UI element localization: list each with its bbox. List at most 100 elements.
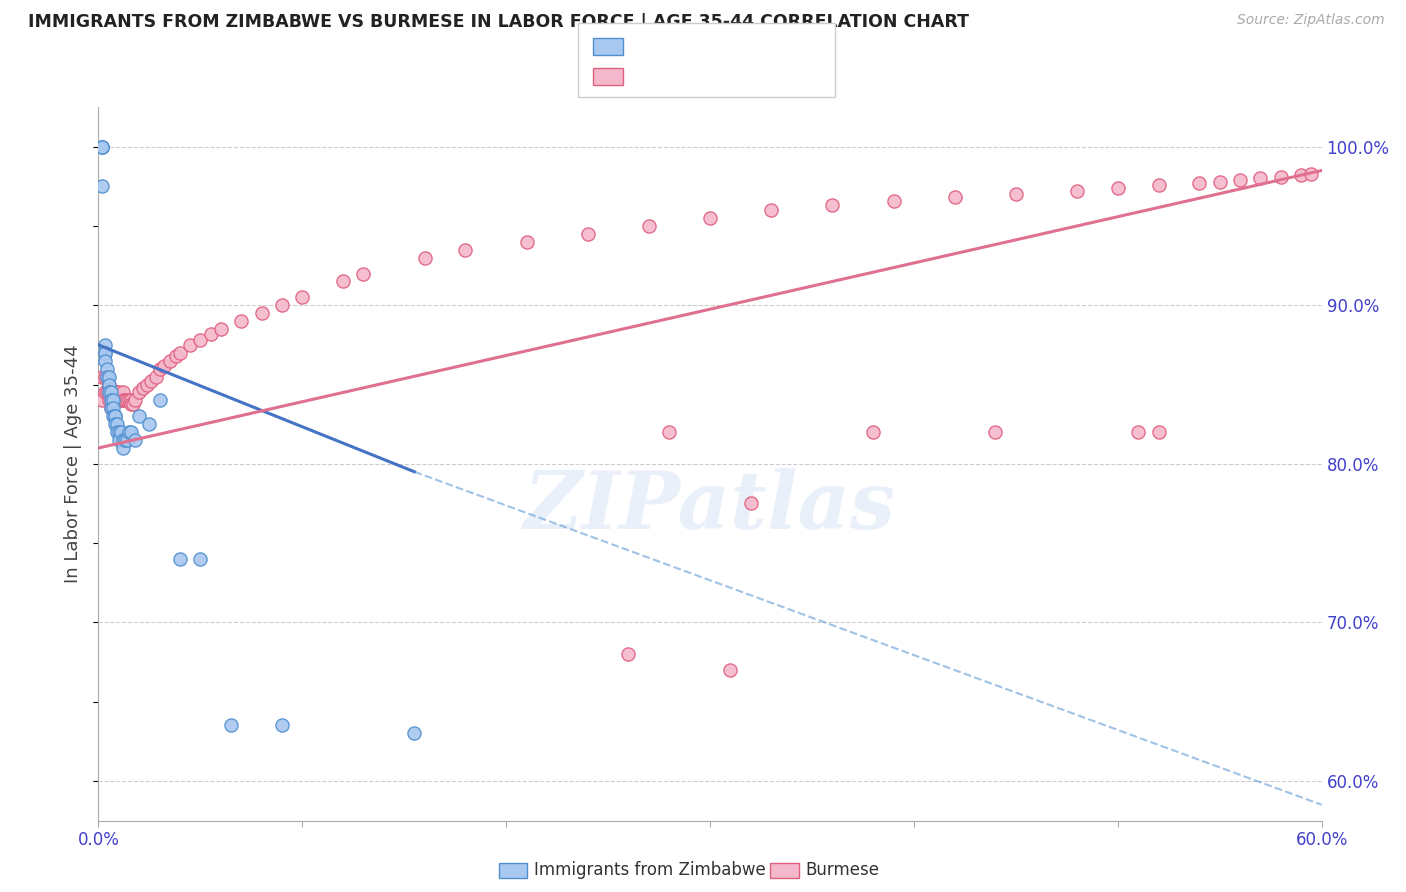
Point — [96, 361, 118, 376]
Point — [114, 393, 136, 408]
Point — [638, 219, 661, 233]
Y-axis label: In Labor Force | Age 35-44: In Labor Force | Age 35-44 — [65, 344, 83, 583]
Point — [104, 393, 127, 408]
Point — [138, 417, 160, 432]
Point — [97, 377, 120, 392]
Point — [100, 393, 122, 408]
Point — [943, 190, 966, 204]
Point — [141, 375, 163, 389]
Point — [110, 393, 132, 408]
Point — [1291, 168, 1313, 182]
Point — [1128, 425, 1150, 439]
Point — [179, 338, 201, 352]
Point — [108, 425, 131, 439]
Point — [454, 243, 477, 257]
Point — [124, 393, 146, 408]
Point — [576, 227, 599, 241]
Point — [1004, 187, 1026, 202]
Text: 78: 78 — [758, 66, 780, 84]
Text: Source: ZipAtlas.com: Source: ZipAtlas.com — [1237, 13, 1385, 28]
Point — [104, 409, 127, 424]
Point — [91, 179, 114, 194]
Point — [821, 198, 844, 212]
Point — [1147, 178, 1170, 192]
Text: N =: N = — [721, 66, 769, 84]
Point — [169, 346, 191, 360]
Point — [200, 326, 222, 341]
Text: -0.161: -0.161 — [665, 37, 724, 54]
Point — [100, 385, 122, 400]
Point — [124, 433, 146, 447]
Point — [169, 552, 191, 566]
Point — [332, 275, 354, 289]
Point — [91, 139, 114, 153]
Point — [111, 385, 134, 400]
Point — [91, 139, 114, 153]
Point — [118, 393, 141, 408]
Point — [658, 425, 681, 439]
Point — [188, 552, 212, 566]
Text: 0.391: 0.391 — [665, 66, 724, 84]
Point — [97, 385, 120, 400]
Text: N =: N = — [721, 37, 769, 54]
Point — [105, 385, 128, 400]
Point — [1209, 175, 1232, 189]
Point — [108, 433, 131, 447]
Text: 42: 42 — [758, 37, 782, 54]
Point — [111, 393, 134, 408]
Point — [104, 417, 127, 432]
Point — [188, 333, 212, 347]
Point — [165, 349, 187, 363]
Point — [1188, 176, 1211, 190]
Point — [91, 393, 114, 408]
Point — [111, 441, 134, 455]
Point — [404, 726, 426, 740]
Text: Immigrants from Zimbabwe: Immigrants from Zimbabwe — [534, 861, 766, 879]
Point — [1301, 167, 1323, 181]
Point — [93, 385, 115, 400]
Point — [93, 338, 115, 352]
Point — [145, 369, 167, 384]
Point — [100, 401, 122, 416]
Point — [115, 433, 138, 447]
Point — [93, 353, 115, 368]
Point — [101, 409, 124, 424]
Text: ZIPatlas: ZIPatlas — [524, 468, 896, 545]
Point — [101, 393, 124, 408]
Point — [108, 393, 131, 408]
Point — [761, 203, 783, 218]
Point — [105, 425, 128, 439]
Point — [120, 396, 142, 410]
Point — [413, 251, 436, 265]
Point — [108, 385, 131, 400]
Point — [91, 369, 114, 384]
Point — [1229, 173, 1251, 187]
Point — [110, 425, 132, 439]
Point — [270, 298, 294, 312]
Point — [104, 409, 127, 424]
Point — [96, 385, 118, 400]
Point — [149, 393, 172, 408]
Point — [93, 346, 115, 360]
Point — [114, 433, 136, 447]
Point — [219, 718, 242, 732]
Point — [883, 194, 905, 208]
Point — [96, 369, 118, 384]
Point — [105, 417, 128, 432]
Point — [136, 377, 159, 392]
Point — [291, 290, 314, 304]
Text: R =: R = — [630, 37, 666, 54]
Point — [120, 393, 142, 408]
Point — [97, 385, 120, 400]
Text: R =: R = — [630, 66, 666, 84]
Point — [720, 663, 742, 677]
Point — [516, 235, 538, 249]
Point — [101, 393, 124, 408]
Point — [120, 425, 142, 439]
Point — [159, 353, 181, 368]
Point — [115, 393, 138, 408]
Point — [699, 211, 721, 225]
Point — [352, 267, 374, 281]
Point — [1107, 181, 1129, 195]
Point — [149, 361, 172, 376]
